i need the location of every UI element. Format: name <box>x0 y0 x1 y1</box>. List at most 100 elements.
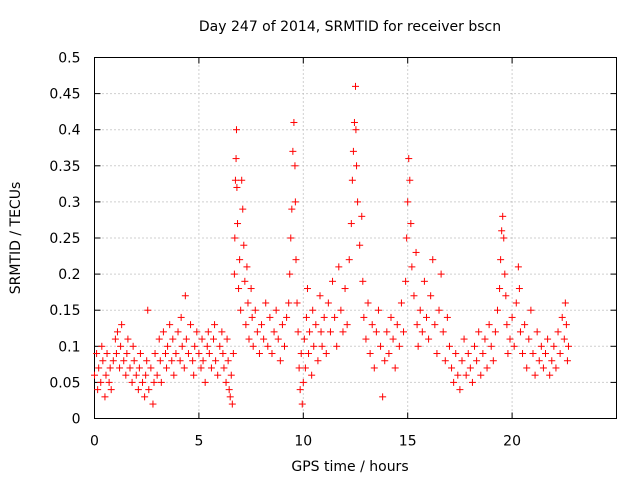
x-tick-label: 10 <box>294 434 312 450</box>
data-point <box>99 357 107 365</box>
data-point <box>305 350 313 358</box>
data-point <box>475 328 483 336</box>
data-point <box>335 263 343 271</box>
data-point <box>272 306 280 314</box>
data-point <box>407 220 415 228</box>
data-point <box>422 313 430 321</box>
data-point <box>105 378 113 386</box>
data-point <box>291 162 299 170</box>
data-point <box>309 306 317 314</box>
data-point <box>500 234 508 242</box>
data-point <box>181 292 189 300</box>
data-point <box>383 328 391 336</box>
data-point <box>535 357 543 365</box>
data-point <box>230 270 238 278</box>
data-point <box>258 321 266 329</box>
data-point <box>143 357 151 365</box>
data-point <box>299 378 307 386</box>
data-point <box>212 357 220 365</box>
data-point <box>368 321 376 329</box>
data-point <box>352 126 360 134</box>
data-point <box>345 256 353 264</box>
data-point <box>292 256 300 264</box>
data-point <box>466 364 474 372</box>
data-point <box>190 371 198 379</box>
data-point <box>166 321 174 329</box>
y-tick-label: 0.3 <box>58 195 80 211</box>
data-point <box>91 371 98 379</box>
data-point <box>556 350 564 358</box>
data-point <box>406 176 414 184</box>
data-point <box>316 292 324 300</box>
data-point <box>412 248 420 256</box>
data-point <box>548 357 556 365</box>
data-point <box>232 126 240 134</box>
data-point <box>301 364 309 372</box>
data-point <box>281 342 289 350</box>
data-point <box>223 335 231 343</box>
data-point <box>289 147 297 155</box>
data-point <box>266 313 274 321</box>
data-point <box>219 350 227 358</box>
data-point <box>331 313 339 321</box>
data-point <box>333 342 341 350</box>
data-point <box>283 313 291 321</box>
data-point <box>393 321 401 329</box>
data-point <box>512 299 520 307</box>
data-point <box>231 234 239 242</box>
data-point <box>491 328 499 336</box>
data-point <box>504 350 512 358</box>
data-point <box>141 393 149 401</box>
data-point <box>443 313 451 321</box>
y-tick-label: 0.35 <box>49 159 80 175</box>
data-point <box>144 306 152 314</box>
data-point <box>211 321 219 329</box>
data-point <box>354 198 362 206</box>
data-point <box>157 378 165 386</box>
data-point <box>379 393 387 401</box>
data-point <box>193 328 201 336</box>
data-point <box>348 176 356 184</box>
data-point <box>227 371 235 379</box>
data-point <box>296 386 304 394</box>
data-point <box>397 299 405 307</box>
data-point <box>151 350 159 358</box>
data-point <box>95 364 103 372</box>
data-point <box>159 328 167 336</box>
data-point <box>178 342 186 350</box>
data-point <box>318 342 326 350</box>
data-point <box>312 321 320 329</box>
data-point <box>94 386 102 394</box>
data-point <box>302 313 310 321</box>
data-point <box>320 313 328 321</box>
data-point <box>314 357 322 365</box>
data-point <box>270 328 278 336</box>
data-point <box>286 270 294 278</box>
grid-lines <box>94 57 617 419</box>
data-point <box>116 364 124 372</box>
data-point <box>462 371 470 379</box>
data-point <box>496 285 504 293</box>
data-point <box>356 241 364 249</box>
data-point <box>485 321 493 329</box>
y-tick-label: 0.25 <box>49 231 80 247</box>
data-point <box>103 350 111 358</box>
data-point <box>237 306 245 314</box>
data-point <box>487 342 495 350</box>
data-points <box>91 82 572 408</box>
data-point <box>329 277 337 285</box>
data-point <box>339 328 347 336</box>
data-point <box>497 256 505 264</box>
data-point <box>471 342 479 350</box>
data-point <box>468 378 476 386</box>
data-point <box>291 198 299 206</box>
data-point <box>521 321 529 329</box>
data-point <box>508 313 516 321</box>
data-point <box>439 328 447 336</box>
data-point <box>514 263 522 271</box>
data-point <box>187 321 195 329</box>
data-point <box>184 350 192 358</box>
data-point <box>516 328 524 336</box>
data-point <box>235 285 243 293</box>
data-point <box>537 342 545 350</box>
